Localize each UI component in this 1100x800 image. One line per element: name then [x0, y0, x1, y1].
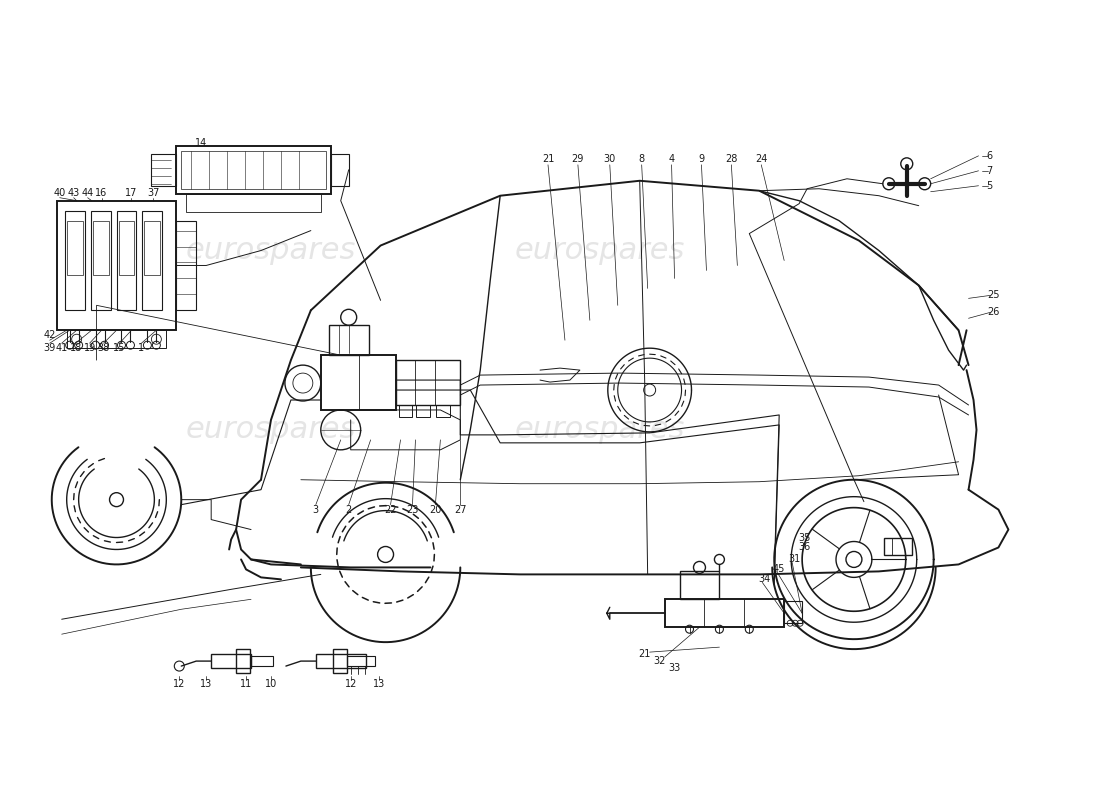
Text: 1: 1 [139, 343, 144, 353]
Text: 21: 21 [638, 649, 651, 659]
Bar [152, 154, 176, 186]
Text: 27: 27 [454, 505, 466, 514]
Text: 5: 5 [987, 181, 992, 190]
Text: 17: 17 [125, 188, 138, 198]
Text: 12: 12 [173, 679, 186, 689]
Bar [417, 405, 430, 417]
Text: eurospares: eurospares [186, 236, 356, 265]
Text: 3: 3 [312, 505, 319, 514]
Bar [176, 221, 196, 310]
Text: 43: 43 [67, 188, 80, 198]
Bar [331, 154, 349, 186]
Bar [90, 210, 110, 310]
Bar [437, 405, 450, 417]
Text: 18: 18 [69, 343, 81, 353]
Bar [316, 654, 365, 668]
Bar [333, 649, 346, 673]
Text: 45: 45 [773, 565, 785, 574]
Bar [176, 146, 331, 194]
Text: 37: 37 [147, 188, 160, 198]
Bar [67, 330, 166, 348]
Text: eurospares: eurospares [515, 236, 685, 265]
Text: 21: 21 [542, 154, 554, 164]
Text: 23: 23 [406, 505, 419, 514]
Bar [396, 360, 460, 405]
Bar [65, 210, 85, 310]
Bar [142, 210, 163, 310]
Text: 34: 34 [758, 574, 770, 584]
Text: 8: 8 [639, 154, 645, 164]
Text: 13: 13 [200, 679, 212, 689]
Text: 35: 35 [798, 533, 811, 542]
Text: 2: 2 [345, 505, 352, 514]
Text: 32: 32 [653, 656, 666, 666]
Text: 15: 15 [113, 343, 125, 353]
Text: 4: 4 [669, 154, 674, 164]
Text: 16: 16 [96, 188, 108, 198]
Text: 9: 9 [698, 154, 704, 164]
Text: 44: 44 [81, 188, 94, 198]
Text: eurospares: eurospares [515, 415, 685, 444]
Bar [92, 221, 109, 275]
Bar [680, 571, 719, 599]
Text: 6: 6 [987, 151, 992, 161]
Text: 38: 38 [98, 343, 110, 353]
Bar [186, 194, 321, 212]
Bar [664, 599, 784, 627]
Text: 41: 41 [56, 343, 68, 353]
Text: 24: 24 [755, 154, 768, 164]
Bar [236, 649, 250, 673]
Text: 13: 13 [373, 679, 385, 689]
Text: 30: 30 [604, 154, 616, 164]
Text: 28: 28 [725, 154, 738, 164]
Text: 20: 20 [429, 505, 441, 514]
Text: 31: 31 [788, 554, 801, 565]
Text: 14: 14 [195, 138, 207, 148]
Text: 36: 36 [798, 542, 811, 553]
Bar [182, 151, 326, 189]
Text: 26: 26 [988, 307, 1000, 318]
Text: 39: 39 [44, 343, 56, 353]
Text: 7: 7 [987, 166, 992, 176]
Bar [119, 221, 134, 275]
Bar [883, 538, 912, 555]
Bar [117, 210, 136, 310]
Bar [211, 654, 251, 668]
Text: 29: 29 [572, 154, 584, 164]
Text: 33: 33 [669, 663, 681, 673]
Bar [144, 221, 161, 275]
Text: 11: 11 [240, 679, 252, 689]
Bar [346, 656, 375, 666]
Text: 25: 25 [987, 290, 1000, 300]
Bar [251, 656, 273, 666]
Bar [67, 221, 82, 275]
Bar [784, 602, 802, 623]
Text: 19: 19 [84, 343, 96, 353]
Text: 40: 40 [54, 188, 66, 198]
Text: 12: 12 [344, 679, 356, 689]
Text: 22: 22 [384, 505, 397, 514]
Bar [321, 355, 396, 410]
Bar [57, 201, 176, 330]
Bar [329, 326, 368, 355]
Text: eurospares: eurospares [186, 415, 356, 444]
Text: 42: 42 [44, 330, 56, 340]
Bar [398, 405, 412, 417]
Text: 10: 10 [265, 679, 277, 689]
